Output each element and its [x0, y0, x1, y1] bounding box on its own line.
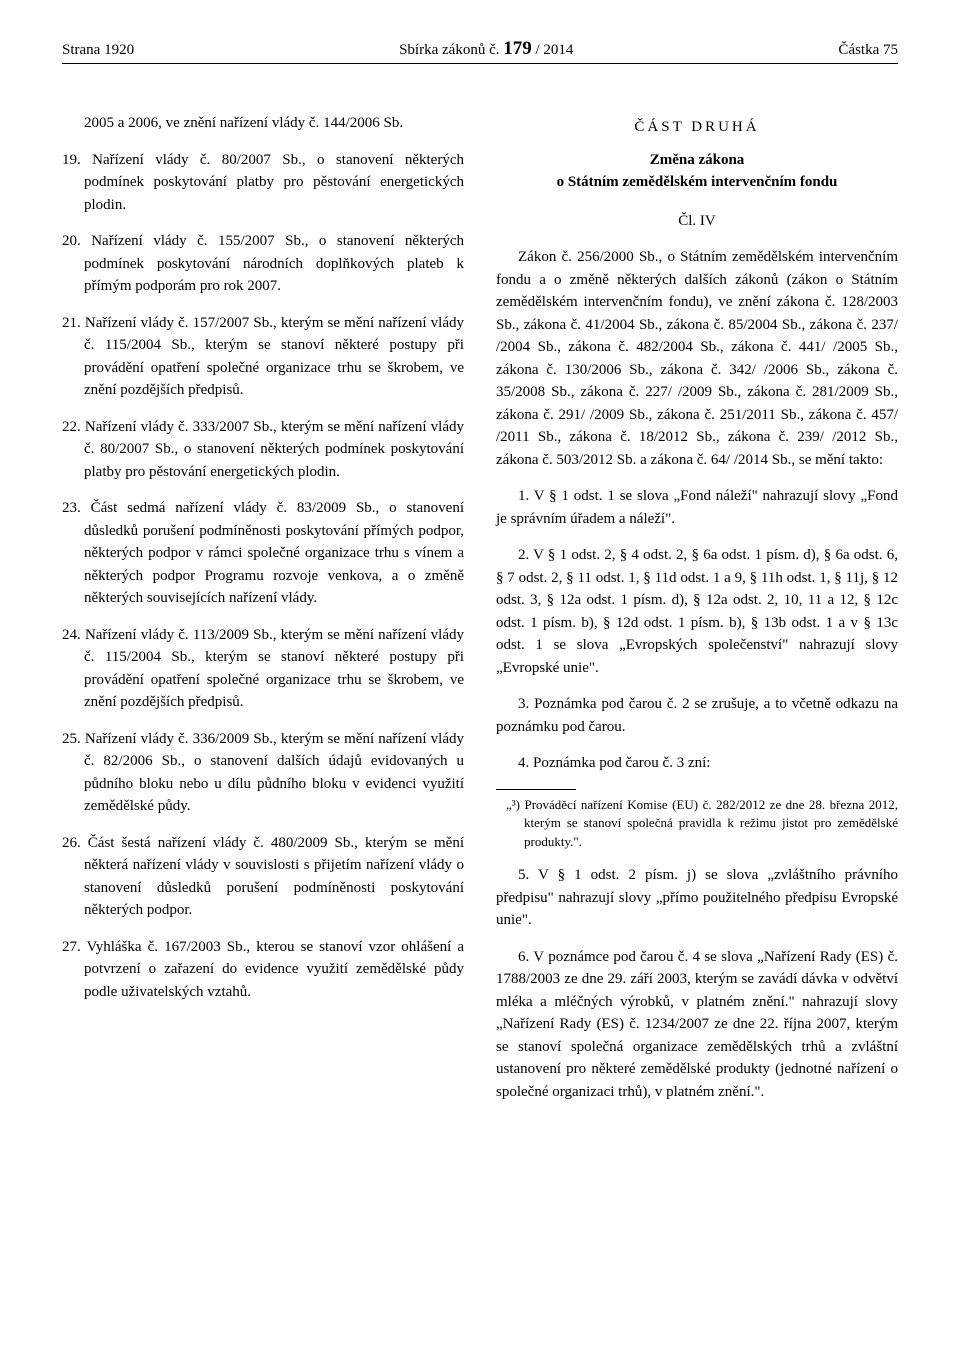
- footnote-separator: [496, 789, 576, 790]
- amendment-para: 6. V poznámce pod čarou č. 4 se slova „N…: [496, 946, 898, 1104]
- list-item: 22. Nařízení vlády č. 333/2007 Sb., kter…: [62, 416, 464, 484]
- amendment-para: 5. V § 1 odst. 2 písm. j) se slova „zvlá…: [496, 864, 898, 932]
- list-item: 23. Část sedmá nařízení vlády č. 83/2009…: [62, 497, 464, 610]
- intro-paragraph: Zákon č. 256/2000 Sb., o Státním zeměděl…: [496, 246, 898, 471]
- list-item: 24. Nařízení vlády č. 113/2009 Sb., kter…: [62, 624, 464, 714]
- intro-text: 2005 a 2006, ve znění nařízení vlády č. …: [62, 112, 464, 135]
- amendment-para: 4. Poznámka pod čarou č. 3 zní:: [496, 752, 898, 775]
- footnote-text: „³) Prováděcí nařízení Komise (EU) č. 28…: [496, 796, 898, 853]
- list-item: 27. Vyhláška č. 167/2003 Sb., kterou se …: [62, 936, 464, 1004]
- header-center: Sbírka zákonů č. 179 / 2014: [399, 38, 573, 60]
- body-columns: 2005 a 2006, ve znění nařízení vlády č. …: [62, 112, 898, 1117]
- page-header: Strana 1920 Sbírka zákonů č. 179 / 2014 …: [62, 38, 898, 64]
- header-left: Strana 1920: [62, 42, 134, 59]
- part-title: ČÁST DRUHÁ: [496, 116, 898, 139]
- list-item: 19. Nařízení vlády č. 80/2007 Sb., o sta…: [62, 149, 464, 217]
- list-item: 26. Část šestá nařízení vlády č. 480/200…: [62, 832, 464, 922]
- list-item: 20. Nařízení vlády č. 155/2007 Sb., o st…: [62, 230, 464, 298]
- amendment-para: 3. Poznámka pod čarou č. 2 se zrušuje, a…: [496, 693, 898, 738]
- list-item: 25. Nařízení vlády č. 336/2009 Sb., kter…: [62, 728, 464, 818]
- amendment-para: 1. V § 1 odst. 1 se slova „Fond náleží" …: [496, 485, 898, 530]
- part-subtitle: Změna zákona o Státním zemědělském inter…: [496, 149, 898, 194]
- amendment-para: 2. V § 1 odst. 2, § 4 odst. 2, § 6a odst…: [496, 544, 898, 679]
- article-number: Čl. IV: [496, 210, 898, 233]
- header-right: Částka 75: [838, 42, 898, 59]
- list-item: 21. Nařízení vlády č. 157/2007 Sb., kter…: [62, 312, 464, 402]
